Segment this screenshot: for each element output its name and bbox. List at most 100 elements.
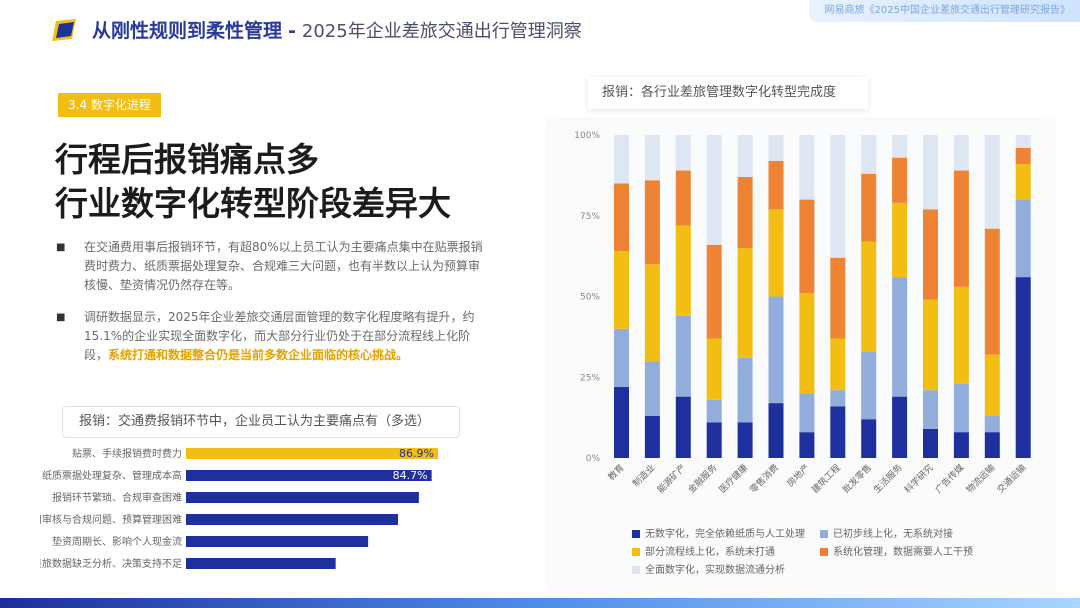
bar-category-label: 差旅数据缺乏分析、决策支持不足 xyxy=(40,557,182,570)
stacked-bar-segment xyxy=(984,228,1000,355)
paragraph-1-text: 在交通费用事后报销环节，有超80%以上员工认为主要痛点集中在贴票报销费时费力、纸… xyxy=(84,240,483,292)
stacked-bar-segment xyxy=(984,354,1000,417)
bar-value-label: 86.9% xyxy=(399,447,434,460)
bar-category-label: 费用审核与合规问题、预算管理困难 xyxy=(40,513,182,526)
paragraph-1: ■ 在交通费用事后报销环节，有超80%以上员工认为主要痛点集中在贴票报销费时费力… xyxy=(56,238,486,295)
legend-item: 无数字化，完全依赖纸质与人工处理 xyxy=(632,525,805,540)
stacked-bar-segment xyxy=(768,160,784,210)
stacked-bar-segment xyxy=(675,225,691,316)
stacked-bar-segment xyxy=(614,183,629,252)
stacked-bar-segment xyxy=(892,202,908,278)
bar-category-label: 报销环节繁琐、合规审查困难 xyxy=(52,491,182,504)
stacked-bar-segment xyxy=(614,328,629,387)
legend-swatch xyxy=(820,530,828,538)
stacked-bar-segment xyxy=(644,416,660,458)
stacked-bar-segment xyxy=(768,209,784,297)
stacked-bar-segment xyxy=(861,173,877,242)
stacked-bar-segment xyxy=(953,432,969,458)
stacked-bar-segment xyxy=(644,180,660,265)
header-title: 从刚性规则到柔性管理 -2025年企业差旅交通出行管理洞察 xyxy=(92,16,582,43)
stacked-bar-segment xyxy=(1015,164,1031,200)
report-source-tag: 网易商旅《2025中国企业差旅交通出行管理研究报告》 xyxy=(808,0,1080,22)
stacked-bar-segment xyxy=(923,135,938,210)
stacked-bar-segment xyxy=(675,396,691,458)
legend-swatch xyxy=(632,548,640,556)
paragraph-2-text: 调研数据显示，2025年企业差旅交通层面管理的数字化程度略有提升，约15.1%的… xyxy=(84,308,486,365)
legend-swatch xyxy=(820,548,828,556)
footer-gradient-bar xyxy=(0,598,1080,608)
bullet-icon: ■ xyxy=(56,312,66,323)
bar-category-label: 纸质票据处理复杂、管理成本高 xyxy=(42,469,182,482)
stacked-bar-segment xyxy=(953,170,969,287)
stacked-bar-segment xyxy=(644,264,660,362)
stacked-bar-segment xyxy=(614,135,629,184)
stacked-bar-segment xyxy=(892,396,908,458)
stacked-bar-segment xyxy=(644,361,660,417)
stacked-bar-segment xyxy=(830,257,846,339)
stacked-bar-segment xyxy=(737,357,753,423)
stacked-bar-segment xyxy=(768,135,784,161)
stacked-bar-segment xyxy=(614,386,629,458)
page-headline: 行程后报销痛点多 行业数字化转型阶段差异大 xyxy=(55,138,451,226)
pain-point-bar xyxy=(186,470,432,481)
stacked-bar-segment xyxy=(861,351,877,420)
stacked-bar-segment xyxy=(923,209,938,300)
x-category-label: 建筑工程 xyxy=(809,462,843,496)
paragraph-2-plain: 调研数据显示，2025年企业差旅交通层面管理的数字化程度略有提升，约15.1%的… xyxy=(84,310,475,362)
stacked-bar-segment xyxy=(1015,277,1031,458)
legend-label: 全面数字化，实现数据流通分析 xyxy=(645,565,785,576)
stacked-bar-segment xyxy=(1015,135,1031,148)
x-category-label: 能源矿产 xyxy=(654,462,688,496)
x-category-label: 医疗健康 xyxy=(716,462,750,496)
legend-label: 无数字化，完全依赖纸质与人工处理 xyxy=(645,529,805,540)
stacked-bar-segment xyxy=(706,338,722,400)
x-category-label: 交通运输 xyxy=(994,462,1028,496)
y-tick-label: 0% xyxy=(586,454,601,464)
x-category-label: 教育 xyxy=(605,462,626,483)
stacked-bar-segment xyxy=(984,135,1000,229)
stacked-bar-segment xyxy=(737,422,753,458)
stacked-bar-segment xyxy=(675,315,691,397)
stacked-bar-segment xyxy=(799,393,815,433)
paragraph-2: ■ 调研数据显示，2025年企业差旅交通层面管理的数字化程度略有提升，约15.1… xyxy=(56,308,486,365)
stacked-bar-segment xyxy=(737,135,753,177)
stacked-bar-segment xyxy=(953,286,969,384)
bar-category-label: 贴票、手续报销费时费力 xyxy=(72,447,182,460)
stacked-bar-segment xyxy=(861,135,877,174)
paragraph-2-highlight: 系统打通和数据整合仍是当前多数企业面临的核心挑战。 xyxy=(108,348,409,362)
stacked-bar-segment xyxy=(892,277,908,397)
stacked-bar-segment xyxy=(799,199,815,294)
stacked-bar-segment xyxy=(706,399,722,423)
stacked-bar-segment xyxy=(1015,199,1031,278)
stacked-bar-segment xyxy=(953,383,969,433)
stacked-bar-segment xyxy=(706,244,722,339)
pain-point-bar xyxy=(186,514,398,525)
pain-point-bar xyxy=(186,492,419,503)
x-category-label: 生活服务 xyxy=(871,462,905,496)
stacked-bar-segment xyxy=(768,403,784,458)
header-title-sub: 2025年企业差旅交通出行管理洞察 xyxy=(301,21,582,42)
header-title-bold: 从刚性规则到柔性管理 xyxy=(92,20,283,42)
legend-item: 已初步线上化，无系统对接 xyxy=(820,525,953,540)
stacked-bar-segment xyxy=(1015,147,1031,165)
stacked-bar-segment xyxy=(830,406,846,458)
stacked-bar-segment xyxy=(861,419,877,458)
stacked-bar-segment xyxy=(984,416,1000,433)
stacked-bar-segment xyxy=(830,338,846,391)
stacked-bar-segment xyxy=(706,135,722,245)
stacked-bar-segment xyxy=(737,176,753,249)
y-tick-label: 75% xyxy=(580,212,600,222)
legend-swatch xyxy=(632,566,640,574)
legend-item: 全面数字化，实现数据流通分析 xyxy=(632,561,785,576)
stacked-bar-segment xyxy=(892,157,908,203)
stacked-bar-segment xyxy=(923,390,938,429)
x-category-label: 科学研究 xyxy=(902,462,936,496)
stacked-bar-segment xyxy=(644,135,660,181)
right-chart-title: 报销：各行业差旅管理数字化转型完成度 xyxy=(588,77,868,109)
stacked-bar-segment xyxy=(614,251,629,329)
left-chart-title: 报销：交通费报销环节中，企业员工认为主要痛点有（多选） xyxy=(62,406,460,438)
stacked-bar-segment xyxy=(675,170,691,226)
x-category-label: 制造业 xyxy=(630,462,658,490)
legend-label: 部分流程线上化，系统未打通 xyxy=(645,547,775,558)
